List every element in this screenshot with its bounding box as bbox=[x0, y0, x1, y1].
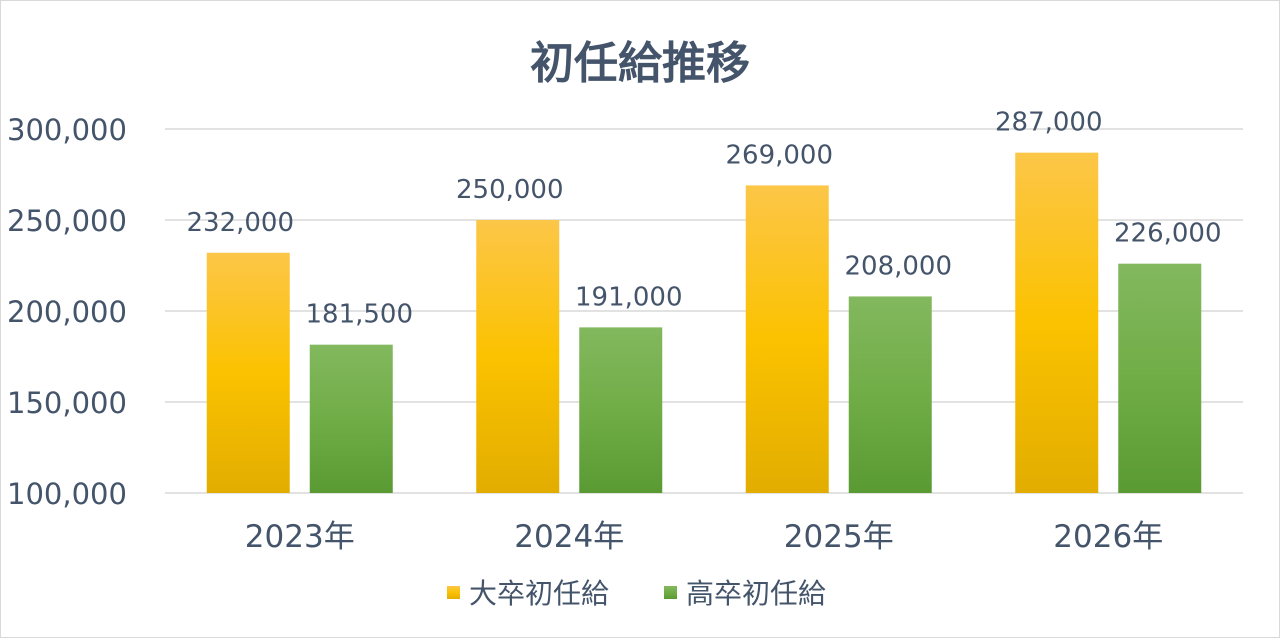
y-tick-label: 200,000 bbox=[7, 295, 127, 329]
bar-kousotsu bbox=[848, 296, 932, 493]
bar-daisotsu bbox=[476, 220, 560, 493]
legend: 大卒初任給 高卒初任給 bbox=[447, 577, 826, 610]
legend-swatch bbox=[664, 586, 677, 599]
legend-label: 大卒初任給 bbox=[469, 577, 609, 610]
legend-swatch bbox=[447, 586, 460, 599]
x-category-label: 2026年 bbox=[1053, 519, 1163, 555]
data-label: 226,000 bbox=[1114, 219, 1222, 249]
y-tick-label: 250,000 bbox=[7, 204, 127, 238]
data-label: 287,000 bbox=[995, 108, 1103, 138]
bar-daisotsu bbox=[745, 185, 829, 494]
x-category-label: 2024年 bbox=[514, 519, 624, 555]
y-tick-label: 150,000 bbox=[7, 386, 127, 420]
chart-title: 初任給推移 bbox=[530, 38, 750, 89]
data-label: 208,000 bbox=[844, 251, 952, 281]
y-tick-label: 100,000 bbox=[7, 477, 127, 511]
data-label: 191,000 bbox=[575, 282, 683, 312]
bar-kousotsu bbox=[309, 344, 393, 493]
bar-kousotsu bbox=[1118, 263, 1202, 493]
data-label: 250,000 bbox=[456, 175, 564, 205]
data-labels: 232,000 181,500 250,000 191,000 269,000 208,0… bbox=[186, 108, 1221, 330]
data-label: 232,000 bbox=[186, 208, 294, 238]
bars bbox=[206, 152, 1202, 494]
bar-daisotsu bbox=[1015, 152, 1099, 493]
x-category-label: 2025年 bbox=[784, 519, 894, 555]
data-label: 269,000 bbox=[725, 140, 833, 170]
data-label: 181,500 bbox=[305, 300, 413, 330]
y-tick-label: 300,000 bbox=[7, 113, 127, 147]
bar-daisotsu bbox=[206, 252, 290, 493]
y-axis-ticks: 100,000 150,000 200,000 250,000 300,000 bbox=[7, 113, 127, 511]
x-category-label: 2023年 bbox=[245, 519, 355, 555]
x-axis-categories: 2023年 2024年 2025年 2026年 bbox=[245, 519, 1163, 555]
legend-label: 高卒初任給 bbox=[686, 577, 826, 610]
bar-kousotsu bbox=[579, 327, 663, 493]
